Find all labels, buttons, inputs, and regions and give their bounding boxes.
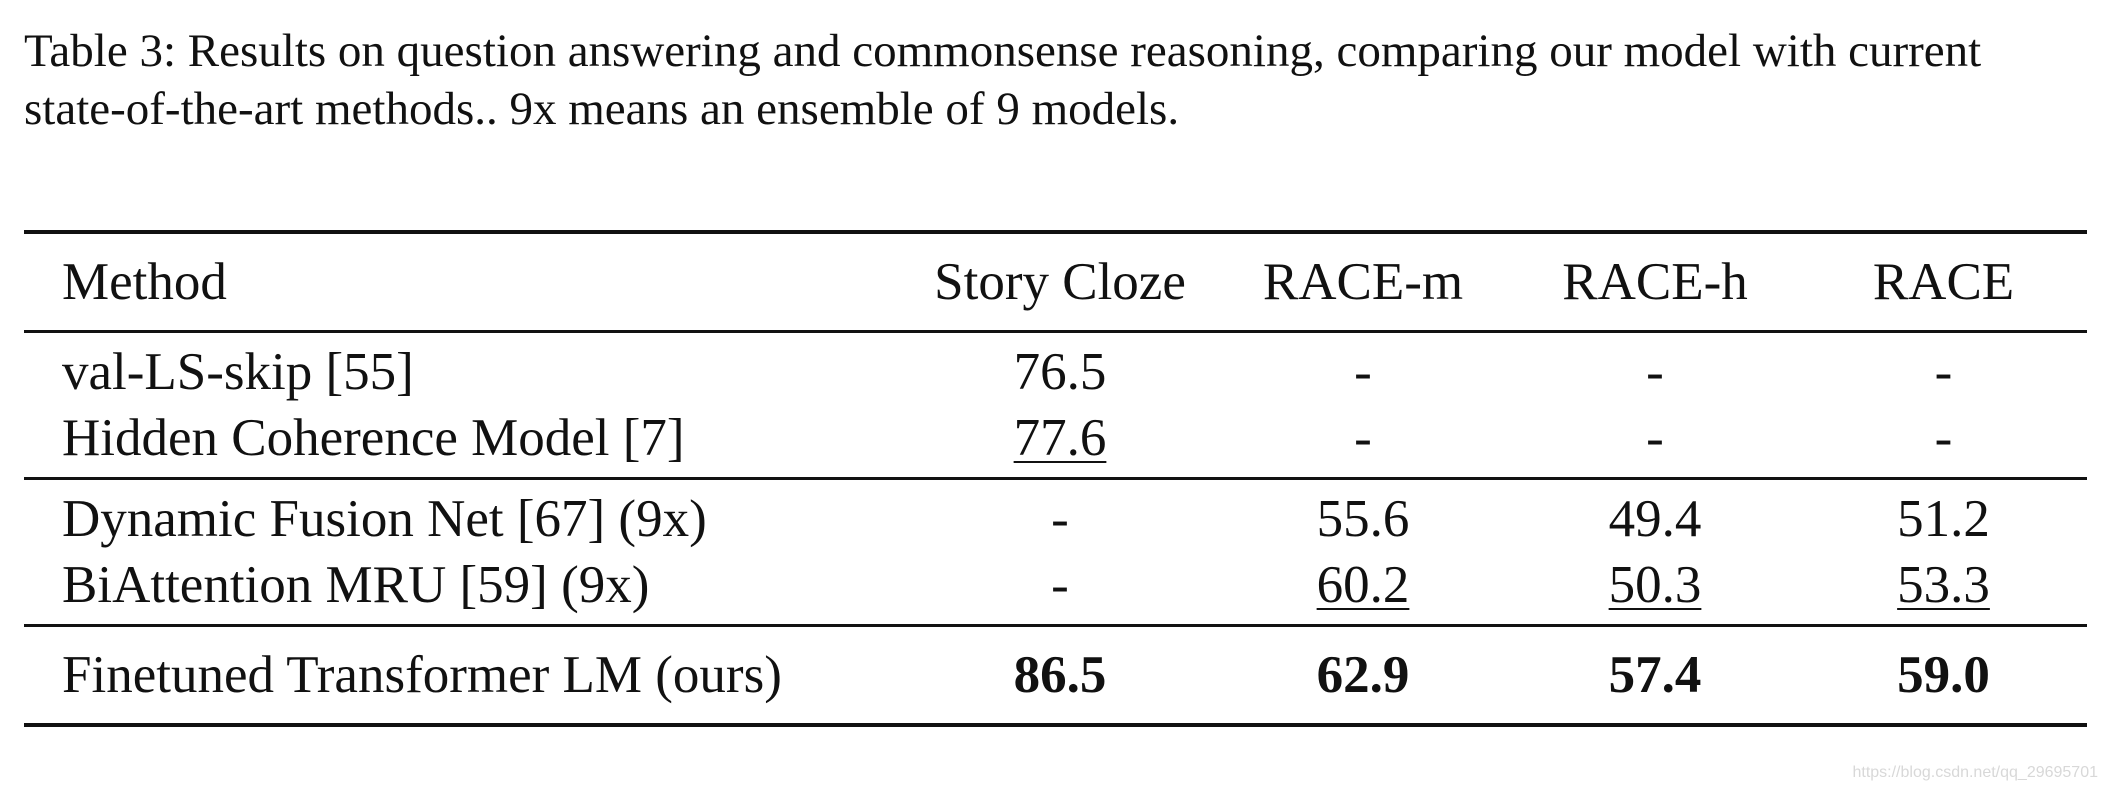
cell-race: 51.2 bbox=[1897, 490, 1990, 548]
cell-race-m: 55.6 bbox=[1316, 490, 1410, 548]
watermark-text: https://blog.csdn.net/qq_29695701 bbox=[1852, 764, 2098, 781]
cell-race-h: - bbox=[1646, 343, 1664, 401]
table-row: val-LS-skip [55] 76.5 - - - bbox=[24, 332, 2087, 406]
results-table: Method Story Cloze RACE-m RACE-h RACE va… bbox=[24, 230, 2087, 727]
cell-race: - bbox=[1800, 405, 2087, 480]
table-caption: Table 3: Results on question answering a… bbox=[24, 25, 1982, 135]
cell-method: Finetuned Transformer LM (ours) bbox=[24, 625, 904, 727]
cell-race-h: 49.4 bbox=[1608, 490, 1702, 548]
cell-story-cloze: 86.5 bbox=[904, 625, 1216, 727]
cell-race-m-wrap: 60.2 bbox=[1216, 552, 1510, 627]
table-group-story-cloze-baselines: val-LS-skip [55] 76.5 - - - Hidden Coher… bbox=[24, 332, 2087, 480]
header-story-cloze: Story Cloze bbox=[904, 230, 1216, 333]
table-row: BiAttention MRU [59] (9x) - 60.2 50.3 53… bbox=[24, 552, 2087, 627]
cell-race-m: 60.2 bbox=[1316, 556, 1410, 614]
cell-method: BiAttention MRU [59] (9x) bbox=[24, 552, 904, 627]
cell-method: Hidden Coherence Model [7] bbox=[24, 405, 904, 480]
cell-race-h: 57.4 bbox=[1510, 625, 1800, 727]
cell-story-cloze: - bbox=[904, 552, 1216, 627]
table-row: Hidden Coherence Model [7] 77.6 - - - bbox=[24, 405, 2087, 480]
cell-race-wrap: 53.3 bbox=[1800, 552, 2087, 627]
header-race-m: RACE-m bbox=[1216, 230, 1510, 333]
cell-story-cloze: 76.5 bbox=[1013, 343, 1107, 401]
cell-method: Dynamic Fusion Net [67] (9x) bbox=[62, 490, 707, 548]
cell-race: - bbox=[1934, 343, 1953, 401]
table-header-row: Method Story Cloze RACE-m RACE-h RACE bbox=[24, 230, 2087, 333]
cell-story-cloze-wrap: 77.6 bbox=[904, 405, 1216, 480]
cell-race-h: 50.3 bbox=[1608, 556, 1702, 614]
cell-story-cloze: 77.6 bbox=[1013, 409, 1107, 467]
cell-method: val-LS-skip [55] bbox=[62, 343, 414, 401]
table-group-ours: Finetuned Transformer LM (ours) 86.5 62.… bbox=[24, 625, 2087, 727]
cell-race-h-wrap: 50.3 bbox=[1510, 552, 1800, 627]
cell-race-m: - bbox=[1216, 405, 1510, 480]
cell-race: 59.0 bbox=[1800, 625, 2087, 727]
results-table-container: Method Story Cloze RACE-m RACE-h RACE va… bbox=[24, 230, 2087, 727]
table-row-ours: Finetuned Transformer LM (ours) 86.5 62.… bbox=[24, 625, 2087, 727]
cell-race-h: - bbox=[1510, 405, 1800, 480]
cell-race-m: 62.9 bbox=[1216, 625, 1510, 727]
cell-race-m: - bbox=[1354, 343, 1372, 401]
cell-story-cloze: - bbox=[1051, 490, 1069, 548]
table-row: Dynamic Fusion Net [67] (9x) - 55.6 49.4… bbox=[24, 479, 2087, 553]
cell-race: 53.3 bbox=[1897, 556, 1990, 614]
header-race-h: RACE-h bbox=[1510, 230, 1800, 333]
table-group-race-baselines: Dynamic Fusion Net [67] (9x) - 55.6 49.4… bbox=[24, 479, 2087, 627]
header-method: Method bbox=[24, 230, 904, 333]
header-race: RACE bbox=[1800, 230, 2087, 333]
